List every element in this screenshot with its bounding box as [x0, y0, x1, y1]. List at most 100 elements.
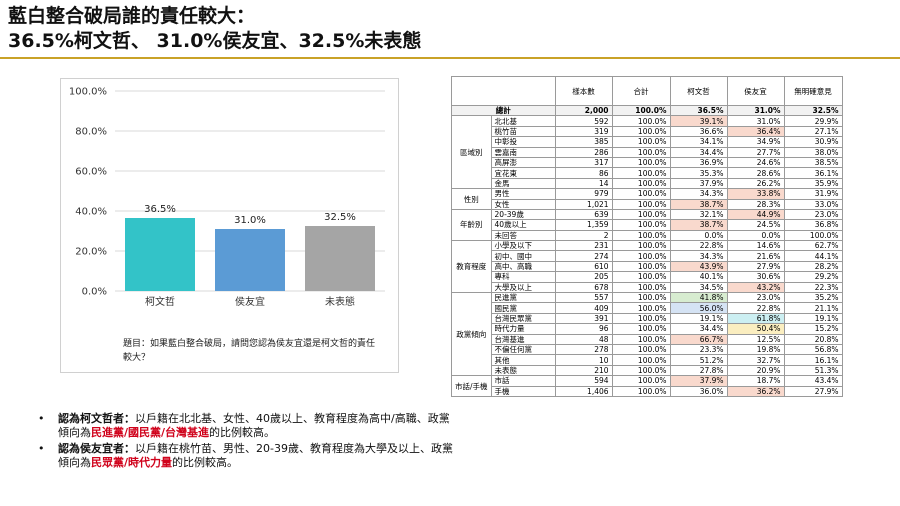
table-cell: 100.0% [611, 146, 671, 158]
table-row-label: 小學及以下 [490, 240, 556, 252]
bar [125, 218, 195, 291]
table-row-label: 專科 [490, 271, 556, 283]
table-group-label: 區域別 [451, 115, 492, 190]
table-cell: 391 [554, 312, 613, 325]
table-cell: 43.4% [783, 375, 843, 387]
table-row-label: 未回答 [490, 229, 556, 242]
table-cell: 36.5% [669, 104, 728, 117]
table-cell: 678 [554, 281, 613, 294]
y-tick-label: 20.0% [75, 247, 107, 258]
table-row: 政黨傾向 民進黨 557 100.0% 41.8% 23.0% 35.2% [451, 292, 843, 377]
table-cell: 210 [554, 364, 613, 377]
table-cell: 44.9% [726, 208, 785, 221]
x-tick-label: 柯文哲 [145, 295, 175, 308]
table-cell: 2 [554, 229, 613, 242]
table-cell: 34.9% [726, 136, 785, 148]
table-row-label: 台灣民眾黨 [490, 312, 556, 325]
table-cell: 100.0% [611, 302, 671, 314]
table-cell: 592 [554, 115, 613, 127]
table-cell: 96 [554, 323, 613, 335]
table-cell: 100.0% [611, 385, 671, 397]
table-cell: 33.8% [726, 188, 785, 200]
table-cell: 100.0% [611, 312, 671, 325]
table-cell: 23.0% [726, 292, 785, 304]
data-label: 32.5% [324, 212, 356, 223]
table-cell: 56.0% [669, 302, 728, 314]
header-sample: 樣本數 [554, 76, 613, 106]
table-cell: 86 [554, 167, 613, 179]
table-cell: 50.4% [726, 323, 785, 335]
table-cell: 1,359 [554, 219, 613, 231]
crosstab-table: 樣本數 合計 柯文哲 侯友宜 無明確意見 總計 2,000 100.0% 36.5% 3… [451, 76, 843, 397]
table-row-label: 中彰投 [490, 136, 556, 148]
bar-chart: 0.0% 20.0% 40.0% 60.0% 80.0% 100.0% 36.5% 柯文哲 31… [69, 87, 385, 308]
table-cell: 100.0% [611, 177, 671, 190]
table-group-label: 政黨傾向 [451, 292, 492, 377]
table-row-label: 未表態 [490, 364, 556, 377]
header-hou: 侯友宜 [726, 76, 785, 106]
finding-ko-text: 以戶籍在北北基、女性、40歲以上、教育程度為高中/高職、政黨傾向為 [58, 412, 450, 439]
table-row: 女性 1,021 100.0% 38.7% 28.3% 33.0% [452, 198, 843, 210]
table-cell: 100.0% [611, 271, 671, 283]
finding-ko-lead: 認為柯文哲者： [58, 412, 135, 425]
table-cell: 19.8% [726, 343, 785, 356]
table-cell: 61.8% [726, 312, 785, 325]
table-row-label: 女性 [490, 198, 556, 210]
table-cell: 34.3% [669, 188, 728, 200]
table-cell: 100.0% [611, 136, 671, 148]
table-cell: 31.0% [726, 115, 785, 127]
table-cell: 1,021 [554, 198, 613, 210]
table-row: 高中、高職 610 100.0% 43.9% 27.9% 28.2% [452, 260, 843, 273]
table-row-label: 台灣基進 [490, 333, 556, 346]
table-row-label: 大學及以上 [490, 281, 556, 294]
table-row: 性別 男性 979 100.0% 34.3% 33.8% 31.9% [451, 188, 843, 210]
table-cell: 32.1% [669, 208, 728, 221]
table-cell: 0.0% [669, 229, 728, 242]
table-cell: 32.7% [726, 354, 785, 366]
table-cell: 100.0% [611, 229, 671, 242]
table-cell: 100.0% [611, 333, 671, 346]
table-cell: 36.2% [726, 385, 785, 397]
table-cell: 100.0% [611, 323, 671, 335]
table-cell: 44.1% [783, 250, 843, 262]
table-cell: 610 [554, 260, 613, 273]
x-tick-label: 侯友宜 [235, 295, 265, 308]
table-cell: 100.0% [611, 260, 671, 273]
table-cell: 36.1% [783, 167, 843, 179]
table-cell: 23.0% [783, 208, 843, 221]
table-cell: 24.6% [726, 156, 785, 169]
table-row-label: 國民黨 [490, 302, 556, 314]
finding-ko-parties: 民進黨/國民黨/台灣基進 [91, 426, 210, 439]
table-cell: 14 [554, 177, 613, 190]
table-row-label: 北北基 [490, 115, 556, 127]
table-cell: 286 [554, 146, 613, 158]
table-cell: 100.0% [611, 292, 671, 304]
table-cell: 100.0% [611, 375, 671, 387]
table-cell: 100.0% [611, 125, 671, 138]
table-group-label: 教育程度 [451, 240, 492, 294]
table-cell: 100.0% [611, 115, 671, 127]
y-tick-label: 80.0% [75, 127, 107, 138]
table-row: 桃竹苗 319 100.0% 36.6% 36.4% 27.1% [452, 125, 843, 138]
bar-chart-panel: 0.0% 20.0% 40.0% 60.0% 80.0% 100.0% 36.5% 柯文哲 31… [60, 78, 399, 373]
table-cell: 100.0% [611, 240, 671, 252]
table-row-label: 其他 [490, 354, 556, 366]
table-cell: 27.7% [726, 146, 785, 158]
table-cell: 48 [554, 333, 613, 346]
table-row: 手機 1,406 100.0% 36.0% 36.2% 27.9% [452, 385, 843, 397]
table-cell: 30.6% [726, 271, 785, 283]
table-row-label: 雲嘉南 [490, 146, 556, 158]
table-row: 年齡別 20-39歲 639 100.0% 32.1% 44.9% 23.0% [451, 208, 843, 242]
table-cell: 34.4% [669, 323, 728, 335]
table-cell: 100.0% [611, 250, 671, 262]
table-row: 市話/手機 市話 594 100.0% 37.9% 18.7% 43.4% [451, 375, 843, 397]
table-row: 未回答 2 100.0% 0.0% 0.0% 100.0% [452, 229, 843, 242]
table-row-label: 高屏澎 [490, 156, 556, 169]
table-cell: 100.0% [611, 354, 671, 366]
table-cell: 35.9% [783, 177, 843, 190]
table-cell: 30.9% [783, 136, 843, 148]
data-label: 31.0% [234, 215, 266, 226]
table-row-label: 高中、高職 [490, 260, 556, 273]
finding-hou: 認為侯友宜者：以戶籍在桃竹苗、男性、20-39歲、教育程度為大學及以上、政黨傾向… [38, 442, 458, 470]
table-cell: 62.7% [783, 240, 843, 252]
